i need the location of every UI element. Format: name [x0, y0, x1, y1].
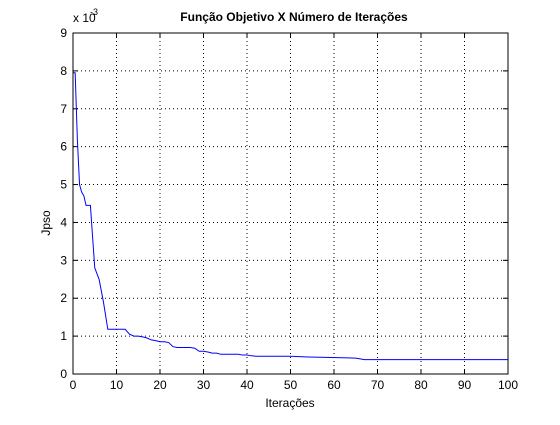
- x-tick-label: 90: [458, 378, 472, 392]
- plot-frame: [72, 32, 509, 375]
- x-tick-labels: 0 10 20 30 40 50 60 70 80 90 100: [70, 378, 519, 392]
- series-line: [73, 72, 508, 361]
- x-tick-label: 60: [327, 378, 341, 392]
- y-tick-label: 9: [60, 26, 67, 40]
- y-multiplier-base: x 10: [73, 11, 96, 25]
- x-tick-label: 30: [197, 378, 211, 392]
- y-tick-label: 3: [60, 253, 67, 267]
- x-tick-label: 50: [284, 378, 298, 392]
- plot-area: [73, 33, 508, 374]
- grid-lines: [73, 33, 508, 374]
- y-tick-label: 8: [60, 64, 67, 78]
- x-tick-label: 80: [414, 378, 428, 392]
- x-tick-label: 10: [110, 378, 124, 392]
- y-tick-label: 4: [60, 215, 67, 229]
- x-tick-label: 0: [70, 378, 77, 392]
- x-axis-label: Iterações: [265, 396, 314, 410]
- x-tick-label: 70: [371, 378, 385, 392]
- chart-title: Função Objetivo X Número de Iterações: [180, 10, 408, 24]
- y-tick-label: 5: [60, 178, 67, 192]
- y-tick-label: 1: [60, 329, 67, 343]
- y-tick-labels: 0 1 2 3 4 5 6 7 8 9: [60, 26, 67, 381]
- x-tick-label: 20: [153, 378, 167, 392]
- y-tick-label: 6: [60, 140, 67, 154]
- y-tick-label: 2: [60, 291, 67, 305]
- y-tick-label: 0: [60, 367, 67, 381]
- y-tick-label: 7: [60, 102, 67, 116]
- y-multiplier-exponent: -3: [90, 7, 98, 17]
- x-tick-label: 100: [498, 378, 518, 392]
- x-tick-label: 40: [240, 378, 254, 392]
- y-axis-label: Jpso: [39, 210, 53, 236]
